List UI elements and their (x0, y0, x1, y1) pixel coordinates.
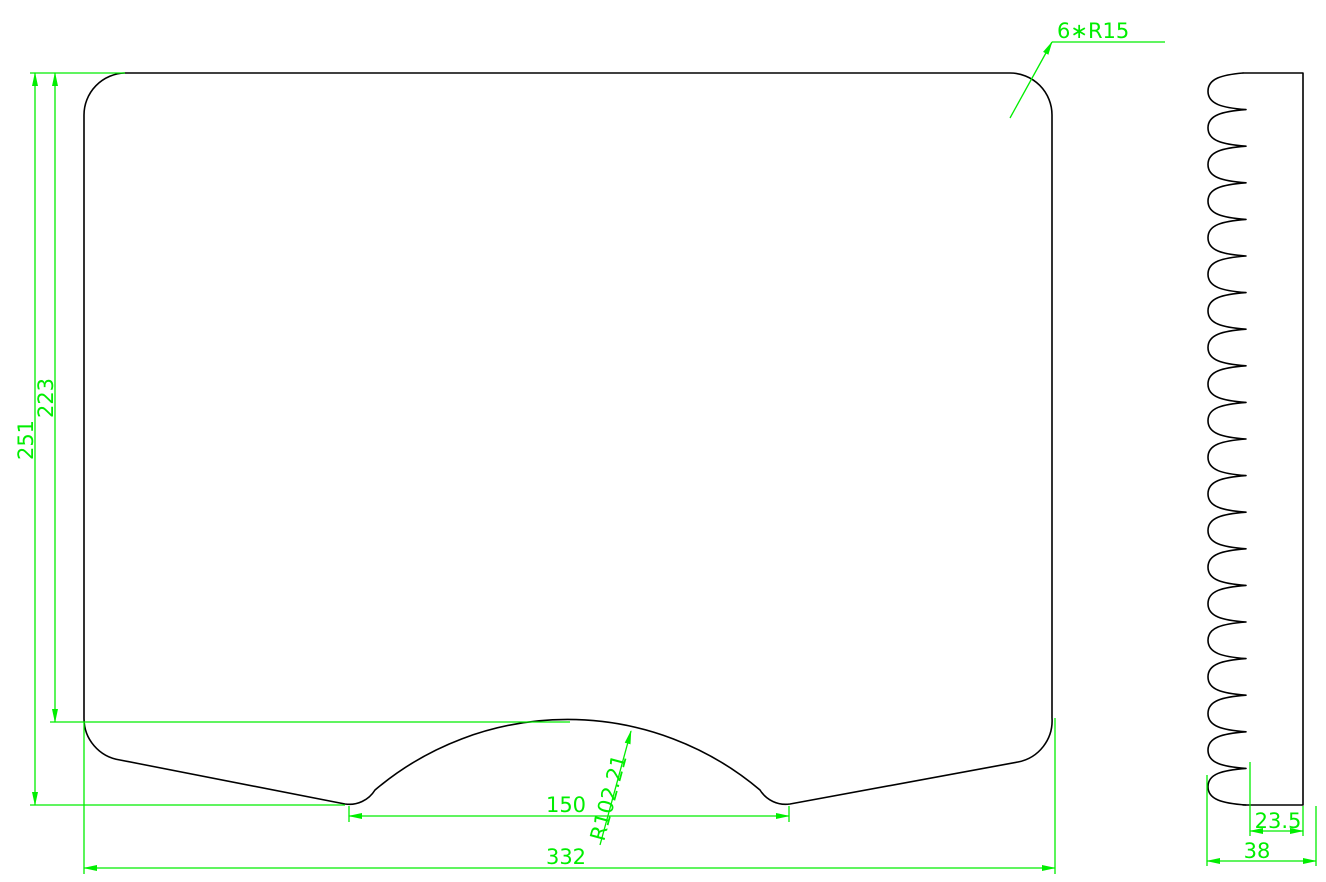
side-view (1207, 72, 1304, 806)
side-view-wave-profile (1207, 72, 1247, 806)
side-inner-width-label: 23.5 (1255, 809, 1302, 833)
leader-line (599, 730, 632, 846)
dimension-notch-radius: R102.21 (586, 730, 632, 846)
overall-width-label: 332 (546, 845, 586, 869)
dimension-inner-height: 223 (34, 72, 570, 723)
overall-height-label: 251 (14, 420, 38, 460)
dimension-overall-height: 251 (14, 72, 345, 806)
dimension-overall-width: 332 (83, 718, 1056, 874)
plate-outline (83, 72, 1053, 806)
dimension-side-width: 38 (1206, 775, 1317, 866)
side-width-label: 38 (1244, 839, 1271, 863)
inner-height-label: 223 (34, 378, 58, 418)
corner-radius-label: 6∗R15 (1057, 19, 1129, 43)
dimension-notch-width: 150 (348, 793, 790, 822)
leader-line (1009, 41, 1053, 119)
side-view-right-edge (1242, 72, 1304, 806)
dimension-corner-radius: 6∗R15 (1009, 19, 1165, 119)
dimension-side-inner-width: 23.5 (1249, 762, 1304, 836)
notch-width-label: 150 (546, 793, 586, 817)
notch-radius-label: R102.21 (586, 752, 632, 843)
